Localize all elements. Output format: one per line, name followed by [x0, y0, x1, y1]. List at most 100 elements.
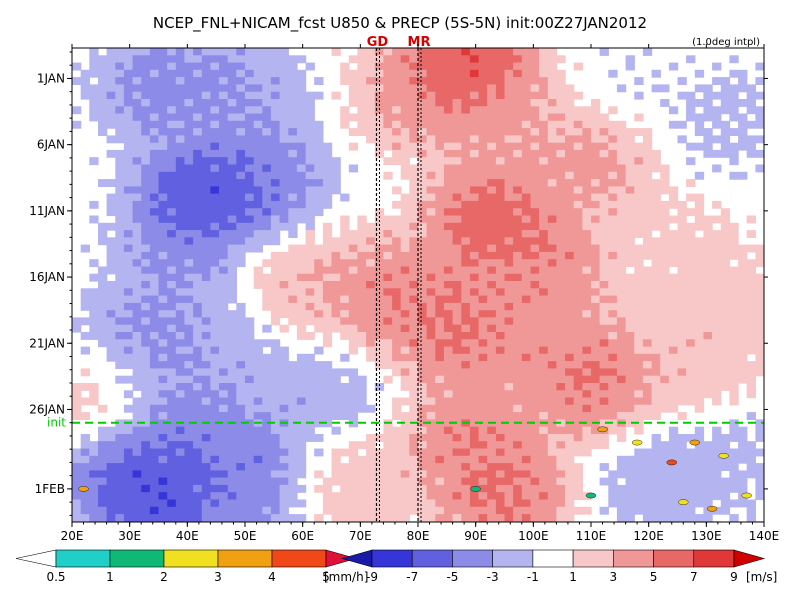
u850-cell — [487, 244, 497, 253]
u850-cell — [469, 48, 480, 56]
u850-cell — [141, 353, 151, 362]
u850-cell — [677, 215, 687, 224]
u850-cell — [746, 84, 756, 93]
u850-cell — [236, 157, 246, 166]
u850-cell — [608, 171, 618, 180]
y-tick-label: 6JAN — [37, 138, 65, 152]
u850-cell — [253, 441, 263, 450]
u850-cell — [219, 470, 229, 479]
u850-cell — [487, 368, 497, 377]
u850-cell — [141, 477, 151, 486]
u850-cell — [599, 157, 609, 166]
u850-cell — [565, 426, 575, 435]
u850-cell — [461, 230, 471, 238]
u850-cell — [340, 215, 350, 224]
u850-cell — [651, 251, 661, 260]
u850-cell — [513, 412, 523, 420]
u850-cell — [478, 484, 488, 493]
u850-cell — [582, 404, 592, 413]
u850-cell — [608, 361, 618, 369]
u850-cell — [392, 346, 402, 355]
u850-cell — [236, 346, 246, 355]
u850-cell — [521, 55, 532, 64]
u850-cell — [253, 237, 263, 246]
u850-cell — [616, 149, 627, 158]
u850-cell — [651, 514, 661, 522]
u850-cell — [167, 441, 177, 450]
u850-cell — [245, 48, 255, 56]
u850-cell — [582, 113, 592, 122]
u850-cell — [469, 91, 480, 100]
u850-cell — [322, 171, 333, 180]
u850-cell — [245, 208, 255, 217]
u850-cell — [504, 193, 514, 202]
u850-cell — [729, 419, 739, 428]
u850-cell — [132, 149, 142, 158]
u850-cell — [383, 514, 393, 522]
u850-cell — [599, 142, 609, 151]
u850-cell — [487, 120, 497, 129]
u850-cell — [547, 317, 558, 326]
u850-cell — [219, 412, 229, 420]
u850-cell — [141, 419, 151, 428]
u850-cell — [677, 281, 687, 289]
u850-cell — [426, 99, 436, 107]
u850-cell — [80, 317, 90, 326]
u850-cell — [608, 383, 618, 391]
u850-cell — [270, 390, 281, 399]
u850-cell — [504, 346, 514, 355]
u850-cell — [634, 200, 644, 209]
u850-cell — [175, 470, 186, 479]
u850-cell — [374, 383, 385, 391]
u850-cell — [651, 332, 661, 340]
u850-cell — [348, 463, 359, 471]
u850-cell — [193, 273, 203, 282]
wind-bin — [613, 549, 654, 568]
u850-cell — [504, 273, 514, 282]
u850-cell — [582, 164, 592, 173]
u850-cell — [703, 128, 713, 136]
u850-cell — [712, 463, 722, 471]
u850-cell — [98, 288, 108, 297]
u850-cell — [418, 230, 428, 238]
u850-cell — [253, 514, 263, 522]
u850-cell — [305, 302, 315, 311]
u850-cell — [521, 463, 532, 471]
u850-cell — [521, 339, 532, 348]
u850-cell — [288, 310, 298, 319]
u850-cell — [435, 368, 445, 377]
u850-cell — [366, 106, 376, 115]
u850-cell — [175, 484, 186, 493]
u850-cell — [755, 361, 764, 369]
u850-cell — [521, 186, 532, 195]
u850-cell — [642, 448, 653, 457]
u850-cell — [383, 375, 393, 384]
u850-cell — [98, 302, 108, 311]
u850-cell — [193, 266, 203, 275]
u850-cell — [720, 463, 731, 471]
u850-cell — [201, 120, 212, 129]
u850-cell — [219, 455, 229, 464]
u850-cell — [539, 149, 549, 158]
u850-cell — [141, 441, 151, 450]
wind-bin — [693, 549, 735, 568]
u850-cell — [469, 230, 480, 238]
u850-cell — [738, 99, 748, 107]
u850-cell — [305, 266, 315, 275]
u850-cell — [608, 193, 618, 202]
u850-cell — [357, 251, 367, 260]
u850-cell — [495, 200, 506, 209]
u850-cell — [573, 244, 583, 253]
u850-cell — [495, 412, 506, 420]
precip-tick-label: 2 — [160, 570, 168, 584]
u850-cell — [487, 412, 497, 420]
u850-cell — [660, 266, 670, 275]
u850-cell — [686, 477, 696, 486]
u850-cell — [279, 470, 289, 479]
u850-cell — [167, 383, 177, 391]
u850-cell — [738, 361, 748, 369]
u850-cell — [504, 164, 514, 173]
u850-cell — [495, 434, 506, 442]
u850-cell — [556, 149, 566, 158]
